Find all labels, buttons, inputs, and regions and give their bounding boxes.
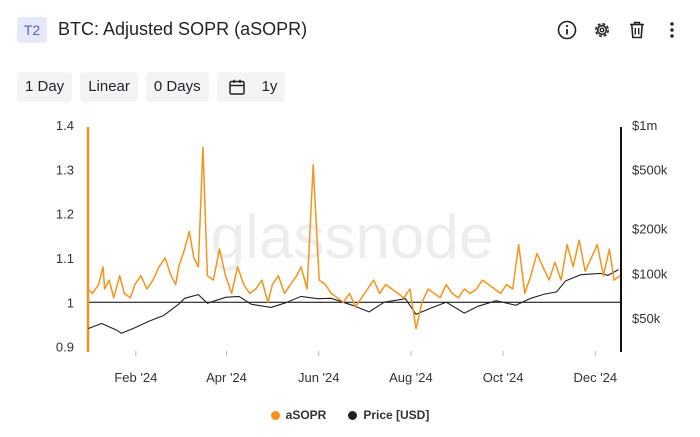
left-tick-label: 1.1 [56, 251, 74, 266]
right-axis-ticks: $1m $500k $200k $100k $50k [632, 118, 668, 326]
chart-title: BTC: Adjusted SOPR (aSOPR) [58, 19, 308, 39]
x-tick-label: Jun '24 [298, 370, 340, 385]
moving-average-button[interactable]: 0 Days [145, 72, 209, 102]
right-tick-label: $1m [632, 118, 657, 133]
x-tick-label: Apr '24 [206, 370, 247, 385]
right-tick-label: $50k [632, 311, 661, 326]
resolution-button[interactable]: 1 Day [17, 72, 73, 102]
series-asopr-line [87, 146, 621, 330]
left-axis-ticks: 1.4 1.3 1.2 1.1 1 0.9 [56, 118, 74, 355]
chart-header: T2 BTC: Adjusted SOPR (aSOPR) [17, 16, 683, 46]
x-tick-label: Aug '24 [389, 370, 433, 385]
info-icon[interactable] [556, 19, 578, 41]
x-tick-label: Feb '24 [114, 370, 157, 385]
legend-label-asopr: aSOPR [285, 408, 327, 422]
legend-swatch-asopr [270, 410, 280, 420]
x-tick-label: Dec '24 [573, 370, 617, 385]
left-tick-label: 1.2 [56, 207, 74, 222]
legend-label-price: Price [USD] [363, 408, 430, 422]
tier-badge: T2 [17, 17, 47, 43]
left-tick-label: 1.4 [56, 118, 74, 133]
right-tick-label: $500k [632, 163, 668, 178]
gear-icon[interactable] [591, 19, 613, 41]
right-tick-label: $100k [632, 266, 668, 281]
legend-item-asopr[interactable]: aSOPR [270, 408, 327, 422]
range-button[interactable]: 1y [216, 72, 286, 102]
chart-toolbar: 1 Day Linear 0 Days 1y [17, 72, 286, 102]
legend-swatch-price [348, 410, 358, 420]
left-tick-label: 1 [67, 295, 74, 310]
legend-item-price[interactable]: Price [USD] [348, 408, 429, 422]
asopr-chart[interactable]: 1.41.31.21.110.9 $1m$500k$200k$100k$50k … [0, 110, 700, 406]
legend: aSOPR Price [USD] [0, 408, 700, 422]
left-tick-label: 1.3 [56, 162, 74, 177]
right-tick-label: $200k [632, 222, 668, 237]
scale-button[interactable]: Linear [80, 72, 138, 102]
x-axis-ticks: Feb '24 Apr '24 Jun '24 Aug '24 Oct '24 Dec '… [114, 351, 617, 385]
watermark: glassnode [211, 203, 494, 272]
x-tick-label: Oct '24 [483, 370, 524, 385]
calendar-icon [228, 78, 246, 96]
more-vertical-icon[interactable] [661, 19, 683, 41]
left-tick-label: 0.9 [56, 340, 74, 355]
header-actions [556, 19, 683, 41]
range-label: 1y [261, 78, 278, 95]
trash-icon[interactable] [626, 19, 648, 41]
